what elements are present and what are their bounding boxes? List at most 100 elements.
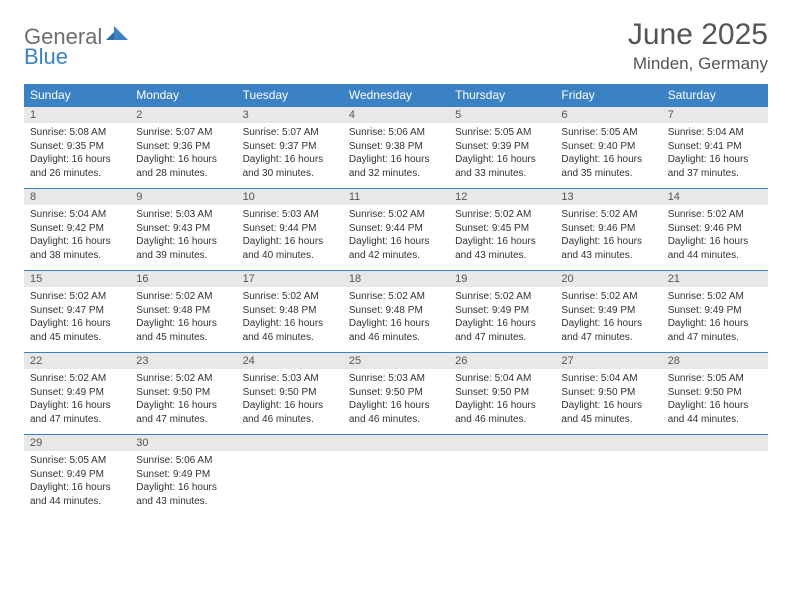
- sunrise-text: Sunrise: 5:03 AM: [136, 208, 230, 222]
- week-number-row: 1234567: [24, 107, 768, 124]
- brand-part2-wrap: Blue: [24, 44, 68, 70]
- day-number-cell: 24: [237, 353, 343, 370]
- sunrise-text: Sunrise: 5:02 AM: [30, 372, 124, 386]
- daylight-text: Daylight: 16 hours: [455, 317, 549, 331]
- daylight-text: Daylight: 16 hours: [561, 153, 655, 167]
- daylight-text2: and 46 minutes.: [243, 413, 337, 427]
- day-number-cell: 20: [555, 271, 661, 288]
- day-content-cell: Sunrise: 5:05 AMSunset: 9:49 PMDaylight:…: [24, 451, 130, 516]
- daylight-text: Daylight: 16 hours: [561, 317, 655, 331]
- day-header: Wednesday: [343, 84, 449, 107]
- sunrise-text: Sunrise: 5:04 AM: [668, 126, 762, 140]
- week-content-row: Sunrise: 5:05 AMSunset: 9:49 PMDaylight:…: [24, 451, 768, 516]
- day-number-cell: 22: [24, 353, 130, 370]
- daylight-text: Daylight: 16 hours: [30, 235, 124, 249]
- sunset-text: Sunset: 9:47 PM: [30, 304, 124, 318]
- sunset-text: Sunset: 9:43 PM: [136, 222, 230, 236]
- sunrise-text: Sunrise: 5:04 AM: [455, 372, 549, 386]
- daylight-text: Daylight: 16 hours: [30, 481, 124, 495]
- week-content-row: Sunrise: 5:04 AMSunset: 9:42 PMDaylight:…: [24, 205, 768, 271]
- daylight-text: Daylight: 16 hours: [668, 317, 762, 331]
- daylight-text2: and 46 minutes.: [243, 331, 337, 345]
- day-number-cell: 26: [449, 353, 555, 370]
- calendar-body: 1234567Sunrise: 5:08 AMSunset: 9:35 PMDa…: [24, 107, 768, 517]
- sunset-text: Sunset: 9:49 PM: [30, 468, 124, 482]
- sunrise-text: Sunrise: 5:02 AM: [668, 208, 762, 222]
- daylight-text2: and 43 minutes.: [136, 495, 230, 509]
- sunrise-text: Sunrise: 5:02 AM: [136, 290, 230, 304]
- week-number-row: 15161718192021: [24, 271, 768, 288]
- sunset-text: Sunset: 9:49 PM: [30, 386, 124, 400]
- week-content-row: Sunrise: 5:02 AMSunset: 9:47 PMDaylight:…: [24, 287, 768, 353]
- sunset-text: Sunset: 9:44 PM: [349, 222, 443, 236]
- sunset-text: Sunset: 9:49 PM: [561, 304, 655, 318]
- sunset-text: Sunset: 9:48 PM: [243, 304, 337, 318]
- day-number-cell: 17: [237, 271, 343, 288]
- sunrise-text: Sunrise: 5:04 AM: [30, 208, 124, 222]
- day-number-cell: 10: [237, 189, 343, 206]
- day-number-cell: 1: [24, 107, 130, 124]
- daylight-text: Daylight: 16 hours: [349, 399, 443, 413]
- day-content-cell: Sunrise: 5:03 AMSunset: 9:50 PMDaylight:…: [343, 369, 449, 435]
- sunrise-text: Sunrise: 5:02 AM: [349, 208, 443, 222]
- daylight-text2: and 33 minutes.: [455, 167, 549, 181]
- sunset-text: Sunset: 9:39 PM: [455, 140, 549, 154]
- sunrise-text: Sunrise: 5:02 AM: [349, 290, 443, 304]
- daylight-text: Daylight: 16 hours: [30, 153, 124, 167]
- day-content-cell: Sunrise: 5:04 AMSunset: 9:50 PMDaylight:…: [555, 369, 661, 435]
- day-content-cell: Sunrise: 5:02 AMSunset: 9:46 PMDaylight:…: [555, 205, 661, 271]
- sunrise-text: Sunrise: 5:03 AM: [243, 208, 337, 222]
- sunset-text: Sunset: 9:45 PM: [455, 222, 549, 236]
- daylight-text2: and 32 minutes.: [349, 167, 443, 181]
- sunrise-text: Sunrise: 5:02 AM: [668, 290, 762, 304]
- calendar-table: Sunday Monday Tuesday Wednesday Thursday…: [24, 84, 768, 516]
- daylight-text2: and 39 minutes.: [136, 249, 230, 263]
- day-content-cell: Sunrise: 5:06 AMSunset: 9:38 PMDaylight:…: [343, 123, 449, 189]
- day-content-cell: Sunrise: 5:02 AMSunset: 9:48 PMDaylight:…: [237, 287, 343, 353]
- sunset-text: Sunset: 9:35 PM: [30, 140, 124, 154]
- week-content-row: Sunrise: 5:02 AMSunset: 9:49 PM Daylight:…: [24, 369, 768, 435]
- day-number-cell: 18: [343, 271, 449, 288]
- week-content-row: Sunrise: 5:08 AMSunset: 9:35 PMDaylight:…: [24, 123, 768, 189]
- daylight-text2: and 28 minutes.: [136, 167, 230, 181]
- sunset-text: Sunset: 9:49 PM: [668, 304, 762, 318]
- day-number-cell: 27: [555, 353, 661, 370]
- day-number-cell: 3: [237, 107, 343, 124]
- day-content-cell: Sunrise: 5:02 AMSunset: 9:50 PMDaylight:…: [130, 369, 236, 435]
- day-number-cell: 12: [449, 189, 555, 206]
- page-header: General June 2025 Minden, Germany: [24, 18, 768, 74]
- sunrise-text: Sunrise: 5:02 AM: [455, 208, 549, 222]
- sunrise-text: Sunrise: 5:02 AM: [455, 290, 549, 304]
- day-number-cell: 4: [343, 107, 449, 124]
- calendar-page: General June 2025 Minden, Germany Blue S…: [0, 0, 792, 534]
- daylight-text2: and 26 minutes.: [30, 167, 124, 181]
- sunrise-text: Sunrise: 5:03 AM: [243, 372, 337, 386]
- sunset-text: Sunset: 9:50 PM: [243, 386, 337, 400]
- day-number-cell: 13: [555, 189, 661, 206]
- day-number-cell: 29: [24, 435, 130, 452]
- day-number-cell: 21: [662, 271, 768, 288]
- sunrise-text: Sunrise: 5:05 AM: [668, 372, 762, 386]
- day-content-cell: Sunrise: 5:06 AMSunset: 9:49 PMDaylight:…: [130, 451, 236, 516]
- daylight-text: Daylight: 16 hours: [349, 317, 443, 331]
- day-header: Saturday: [662, 84, 768, 107]
- day-content-cell: Sunrise: 5:02 AMSunset: 9:45 PMDaylight:…: [449, 205, 555, 271]
- month-title: June 2025: [628, 18, 768, 52]
- sunrise-text: Sunrise: 5:03 AM: [349, 372, 443, 386]
- day-content-cell: Sunrise: 5:05 AMSunset: 9:40 PMDaylight:…: [555, 123, 661, 189]
- sunset-text: Sunset: 9:44 PM: [243, 222, 337, 236]
- day-content-cell: Sunrise: 5:04 AMSunset: 9:50 PMDaylight:…: [449, 369, 555, 435]
- daylight-text2: and 45 minutes.: [561, 413, 655, 427]
- day-content-cell: Sunrise: 5:02 AMSunset: 9:48 PMDaylight:…: [343, 287, 449, 353]
- sunrise-text: Sunrise: 5:02 AM: [561, 290, 655, 304]
- day-content-cell: Sunrise: 5:02 AMSunset: 9:49 PMDaylight:…: [555, 287, 661, 353]
- daylight-text: Daylight: 16 hours: [455, 153, 549, 167]
- day-content-cell: Sunrise: 5:02 AMSunset: 9:49 PMDaylight:…: [24, 369, 130, 435]
- week-number-row: 2930: [24, 435, 768, 452]
- sunrise-text: Sunrise: 5:02 AM: [30, 290, 124, 304]
- sunset-text: Sunset: 9:46 PM: [668, 222, 762, 236]
- sunset-text: Sunset: 9:50 PM: [136, 386, 230, 400]
- daylight-text2: and 46 minutes.: [349, 413, 443, 427]
- daylight-text: Daylight: 16 hours: [243, 153, 337, 167]
- sunset-text: Sunset: 9:48 PM: [349, 304, 443, 318]
